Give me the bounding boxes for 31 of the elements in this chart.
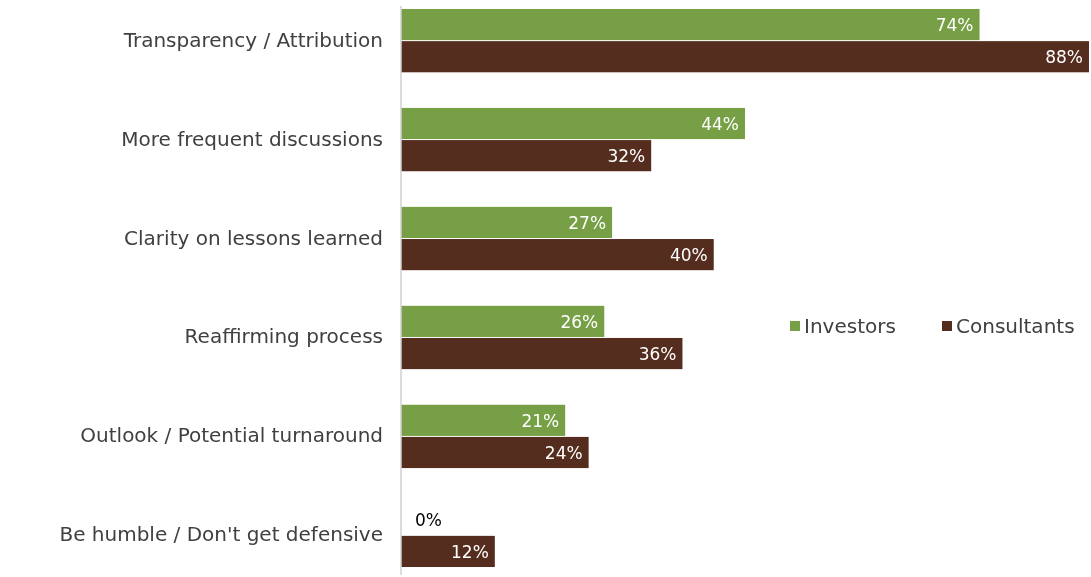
legend-label: Consultants bbox=[956, 313, 1075, 338]
data-label: 40% bbox=[669, 245, 708, 266]
bar bbox=[401, 206, 613, 239]
bar bbox=[401, 8, 980, 41]
data-label: 27% bbox=[568, 212, 607, 233]
data-label: 32% bbox=[607, 146, 646, 167]
data-label: 21% bbox=[521, 410, 560, 431]
y-tick-label: More frequent discussions bbox=[121, 126, 383, 151]
legend-label: Investors bbox=[804, 313, 896, 338]
y-tick-label: Be humble / Don't get defensive bbox=[59, 522, 383, 547]
data-label: 36% bbox=[638, 344, 677, 365]
bar bbox=[401, 140, 652, 172]
y-tick-label: Reaffirming process bbox=[184, 324, 383, 349]
bar bbox=[401, 436, 589, 469]
data-label: 0% bbox=[415, 509, 442, 530]
bar bbox=[401, 107, 745, 140]
data-label: 12% bbox=[451, 541, 489, 562]
data-label: 26% bbox=[560, 311, 599, 332]
bar bbox=[401, 41, 1089, 73]
bar bbox=[401, 404, 566, 436]
bar bbox=[401, 305, 605, 337]
data-label: 74% bbox=[935, 15, 974, 36]
y-tick-label: Transparency / Attribution bbox=[122, 27, 383, 52]
data-label: 24% bbox=[544, 443, 583, 463]
y-tick-label: Clarity on lessons learned bbox=[124, 225, 383, 250]
data-label: 44% bbox=[701, 114, 739, 134]
bar bbox=[401, 535, 495, 568]
data-label: 88% bbox=[1045, 47, 1083, 68]
y-tick-label: Outlook / Potential turnaround bbox=[80, 423, 383, 448]
bar bbox=[401, 337, 683, 370]
bar bbox=[401, 239, 714, 271]
